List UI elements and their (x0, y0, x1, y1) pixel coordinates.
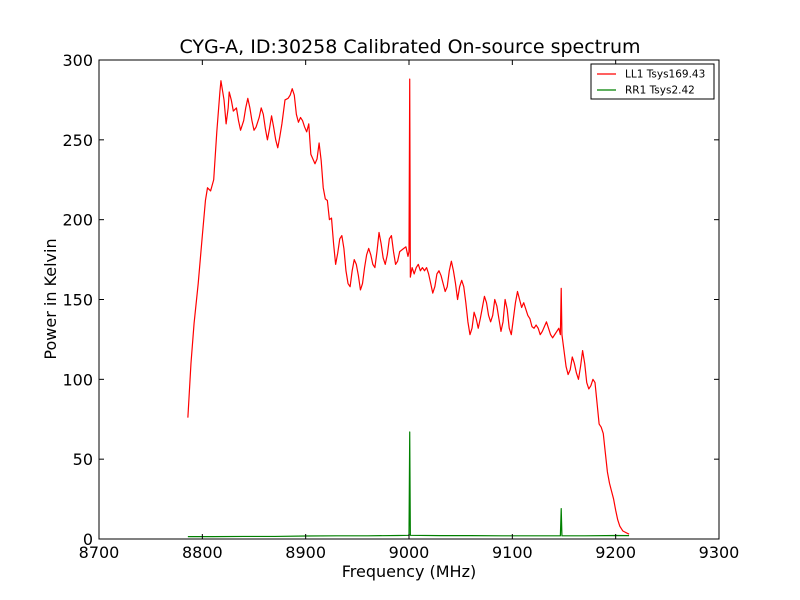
y-tick-label: 50 (73, 450, 93, 469)
y-tick-label: 150 (62, 291, 93, 310)
x-tick-label: 8900 (285, 543, 326, 562)
y-tick-label: 100 (62, 370, 93, 389)
series-line-rr1 (187, 431, 630, 538)
x-tick-label: 9200 (595, 543, 636, 562)
series-layer (187, 78, 630, 538)
y-tick-label: 200 (62, 211, 93, 230)
y-tick-label: 250 (62, 131, 93, 150)
legend: LL1 Tsys169.43 RR1 Tsys2.42 (590, 63, 715, 100)
legend-label-ll1: LL1 Tsys169.43 (625, 69, 705, 81)
y-tick-label: 0 (83, 530, 93, 549)
x-tick-label: 8800 (182, 543, 223, 562)
legend-label-rr1: RR1 Tsys2.42 (625, 85, 695, 97)
x-tick-label: 9100 (492, 543, 533, 562)
ticks-layer: 8700 8800 8900 9000 9100 9200 9300 0 50 100 150 200… (62, 51, 739, 562)
x-tick-label: 9300 (699, 543, 740, 562)
y-tick-label: 300 (62, 51, 93, 70)
x-tick-label: 8700 (79, 543, 120, 562)
chart-title: CYG-A, ID:30258 Calibrated On-source spe… (179, 36, 640, 58)
x-axis-title: Frequency (MHz) (342, 562, 476, 581)
series-line-ll1 (187, 78, 630, 535)
legend-frame (590, 63, 715, 100)
y-axis-title: Power in Kelvin (41, 238, 60, 359)
x-tick-label: 9000 (389, 543, 430, 562)
